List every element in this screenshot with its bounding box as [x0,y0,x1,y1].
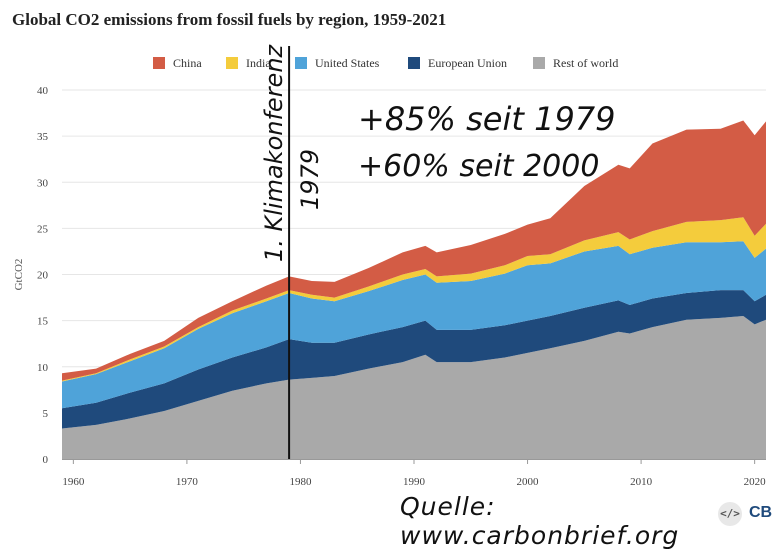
y-tick-label: 10 [37,362,49,374]
y-axis-title: GtCO2 [13,259,25,291]
area-european-union[interactable] [62,290,766,429]
annotation-conference-year: 1979 [296,149,324,210]
y-tick-label: 40 [37,85,49,97]
x-tick-label: 2010 [630,476,653,488]
area-china[interactable] [62,120,766,381]
x-tick-label: 1990 [403,476,426,488]
area-united-states[interactable] [62,241,766,409]
legend-label: Rest of world [553,56,619,70]
area-india[interactable] [62,217,766,382]
annotation-conference: 1. Klimakonferenz [260,43,288,262]
chart-title: Global CO2 emissions from fossil fuels b… [12,10,447,29]
legend-swatch [533,57,545,69]
x-tick-label: 2020 [744,476,767,488]
carbonbrief-logo[interactable]: CB [749,504,773,521]
legend: China India United States European Union Res… [0,56,775,72]
y-tick-label: 20 [37,270,49,282]
annotation-note-1979: +85% seit 1979 [358,100,616,138]
legend-label: European Union [428,56,507,70]
legend-label: United States [315,56,380,70]
x-tick-label: 2000 [517,476,540,488]
legend-item-united-states[interactable]: United States [295,56,379,71]
legend-label: China [173,56,202,70]
y-tick-label: 5 [43,408,49,420]
y-tick-label: 15 [37,316,49,328]
x-tick-label: 1960 [62,476,85,488]
axes: 0 5 10 15 20 25 30 35 40 1960 1970 1980 1990 2000 2010… [13,85,766,488]
embed-code-icon[interactable]: </> [718,502,742,526]
legend-item-european-union[interactable]: European Union [408,56,507,71]
legend-item-india[interactable]: India [226,56,271,71]
annotation-note-2000: +60% seit 2000 [358,149,599,184]
y-tick-label: 35 [37,131,49,143]
x-tick-label: 1980 [289,476,312,488]
legend-swatch [153,57,165,69]
plot-area: 0 5 10 15 20 25 30 35 40 1960 1970 1980 1990 2000 2010… [13,43,766,488]
area-rest-of-world[interactable] [62,316,766,459]
legend-label: India [246,56,271,70]
legend-swatch [226,57,238,69]
y-tick-label: 25 [37,223,49,235]
legend-item-china[interactable]: China [153,56,202,71]
stacked-areas [62,120,766,459]
source-credit: Quelle: www.carbonbrief.org [400,492,680,550]
x-tick-label: 1970 [176,476,199,488]
y-tick-label: 30 [37,177,49,189]
legend-swatch [295,57,307,69]
legend-item-rest-of-world[interactable]: Rest of world [533,56,618,71]
annotations: 1. Klimakonferenz 1979 +85% seit 1979 +60% … [260,43,616,459]
y-tick-label: 0 [43,454,49,466]
legend-swatch [408,57,420,69]
